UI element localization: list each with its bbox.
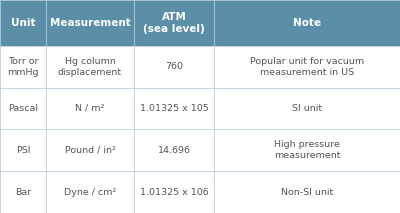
Text: High pressure
measurement: High pressure measurement <box>274 140 340 160</box>
Bar <box>46 129 134 171</box>
Text: SI unit: SI unit <box>292 104 322 113</box>
Text: N / m²: N / m² <box>75 104 105 113</box>
Bar <box>0 0 46 46</box>
Bar <box>46 0 134 46</box>
Text: 14.696: 14.696 <box>158 146 190 155</box>
Bar <box>214 129 400 171</box>
Bar <box>134 46 214 88</box>
Bar <box>0 88 46 130</box>
Text: Bar: Bar <box>15 188 31 197</box>
Bar <box>214 46 400 88</box>
Bar <box>0 46 46 88</box>
Text: 1.01325 x 106: 1.01325 x 106 <box>140 188 208 197</box>
Bar <box>46 88 134 130</box>
Bar <box>46 46 134 88</box>
Bar <box>214 88 400 130</box>
Text: Pascal: Pascal <box>8 104 38 113</box>
Text: Non-SI unit: Non-SI unit <box>281 188 333 197</box>
Text: Hg column
displacement: Hg column displacement <box>58 57 122 76</box>
Text: 1.01325 x 105: 1.01325 x 105 <box>140 104 208 113</box>
Bar <box>134 88 214 130</box>
Text: 760: 760 <box>165 62 183 71</box>
Text: PSI: PSI <box>16 146 30 155</box>
Bar <box>0 129 46 171</box>
Bar <box>134 0 214 46</box>
Bar <box>46 171 134 213</box>
Text: Popular unit for vacuum
measurement in US: Popular unit for vacuum measurement in U… <box>250 57 364 76</box>
Text: Torr or
mmHg: Torr or mmHg <box>7 57 39 76</box>
Bar <box>0 171 46 213</box>
Bar <box>214 171 400 213</box>
Bar <box>134 129 214 171</box>
Text: Dyne / cm²: Dyne / cm² <box>64 188 116 197</box>
Text: Unit: Unit <box>11 18 35 28</box>
Bar <box>214 0 400 46</box>
Text: ATM
(sea level): ATM (sea level) <box>143 12 205 34</box>
Text: Pound / in²: Pound / in² <box>64 146 116 155</box>
Text: Note: Note <box>293 18 321 28</box>
Text: Measurement: Measurement <box>50 18 130 28</box>
Bar <box>134 171 214 213</box>
